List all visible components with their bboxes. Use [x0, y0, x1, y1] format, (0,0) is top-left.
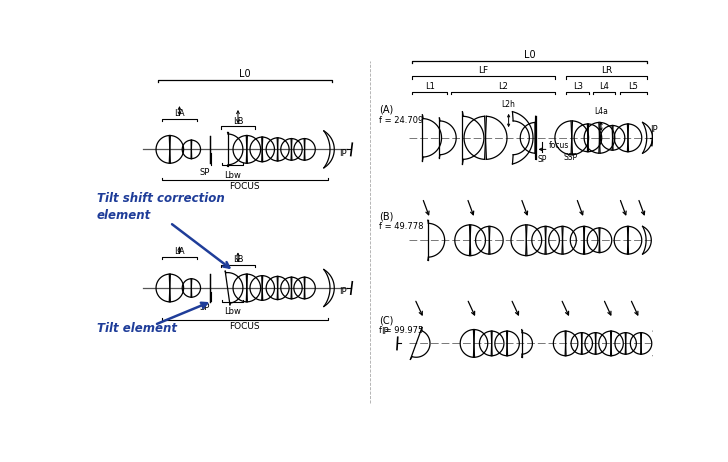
- Text: IP: IP: [381, 328, 389, 336]
- Text: IP: IP: [339, 287, 347, 296]
- Text: Lbw: Lbw: [224, 171, 242, 180]
- Text: focus: focus: [549, 141, 569, 150]
- Text: f = 49.778: f = 49.778: [379, 222, 424, 231]
- Text: f = 99.975: f = 99.975: [379, 326, 424, 335]
- Text: L0: L0: [524, 50, 536, 60]
- Text: SP: SP: [199, 168, 210, 177]
- Text: FOCUS: FOCUS: [229, 182, 260, 191]
- Text: Tilt shift correction
element: Tilt shift correction element: [97, 192, 224, 222]
- Text: (A): (A): [379, 104, 394, 114]
- Text: LF: LF: [478, 67, 488, 75]
- Text: IP: IP: [650, 125, 658, 134]
- Text: L2: L2: [498, 82, 508, 91]
- Text: f = 24.709: f = 24.709: [379, 116, 424, 125]
- Text: IP: IP: [339, 149, 347, 158]
- Text: L3: L3: [573, 82, 583, 91]
- Text: L1: L1: [424, 82, 435, 91]
- Text: LB: LB: [233, 116, 243, 126]
- Text: FOCUS: FOCUS: [229, 322, 260, 331]
- Text: L4: L4: [599, 82, 609, 91]
- Text: LA: LA: [174, 248, 185, 256]
- Text: L0: L0: [239, 69, 250, 79]
- Text: LR: LR: [601, 67, 612, 75]
- Text: LA: LA: [174, 109, 185, 118]
- Text: (C): (C): [379, 316, 394, 325]
- Text: Lbw: Lbw: [224, 307, 242, 316]
- Text: Tilt element: Tilt element: [97, 322, 177, 334]
- Text: L4a: L4a: [594, 107, 608, 116]
- Text: SP: SP: [199, 303, 210, 312]
- Text: L5: L5: [628, 82, 638, 91]
- Text: SSP: SSP: [563, 153, 577, 162]
- Text: (B): (B): [379, 212, 394, 221]
- Text: LB: LB: [233, 255, 243, 264]
- Text: SP: SP: [537, 155, 547, 164]
- Text: L2h: L2h: [502, 100, 515, 109]
